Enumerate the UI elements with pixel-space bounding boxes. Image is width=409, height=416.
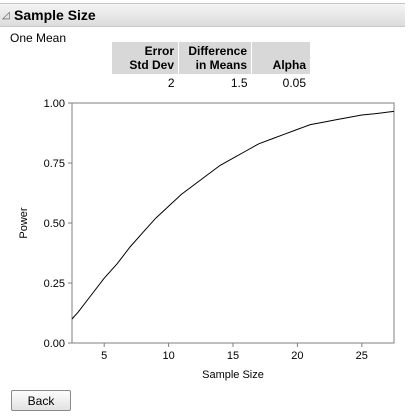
x-tick-label: 10 — [162, 350, 174, 362]
y-tick-label: 0.00 — [44, 338, 65, 350]
parameters-table: Error Std Dev Difference in Means Alpha 2 … — [112, 42, 310, 90]
y-tick-label: 0.25 — [44, 278, 65, 290]
value-alpha: 0.05 — [282, 76, 306, 90]
y-axis-label: Power — [18, 207, 30, 239]
y-tick-label: 0.50 — [44, 218, 65, 230]
disclosure-triangle-icon[interactable]: ◿ — [2, 9, 10, 21]
x-tick-label: 15 — [227, 350, 239, 362]
section-header[interactable]: ◿ Sample Size — [0, 3, 405, 27]
subtitle: One Mean — [10, 31, 67, 45]
power-chart[interactable]: 0.00 0.25 0.50 0.75 1.00 5 10 15 20 25 Power Sam… — [0, 92, 409, 388]
header-error-std-dev: Error Std Dev — [112, 42, 179, 74]
y-tick-label: 1.00 — [44, 98, 65, 110]
section-title: Sample Size — [14, 7, 96, 23]
value-difference-in-means: 1.5 — [230, 76, 248, 90]
power-curve — [71, 110, 395, 320]
y-tick-label: 0.75 — [44, 158, 65, 170]
header-difference-in-means: Difference in Means — [178, 42, 252, 74]
x-tick-label: 20 — [291, 350, 303, 362]
x-axis-label: Sample Size — [202, 369, 264, 381]
value-error-std-dev: 2 — [167, 76, 175, 90]
x-tick-label: 25 — [356, 350, 368, 362]
plot-frame — [71, 102, 395, 344]
header-alpha: Alpha — [251, 42, 310, 74]
x-tick-label: 5 — [101, 350, 107, 362]
back-button[interactable]: Back — [11, 390, 71, 411]
